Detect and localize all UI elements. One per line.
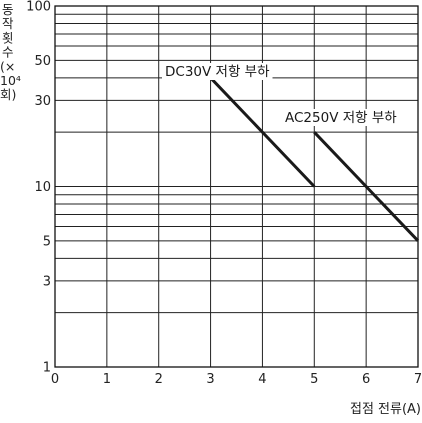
x-tick-label: 4 <box>258 372 266 387</box>
series-annotation: AC250V 저항 부하 <box>285 110 397 126</box>
y-tick-label: 1 <box>43 361 51 376</box>
y-axis-label: 동 작 횟 수 (× 10⁴ 회) <box>0 2 21 102</box>
x-tick-label: 6 <box>362 372 370 387</box>
series-line <box>209 76 316 188</box>
annotation-background <box>162 63 273 80</box>
x-tick-label: 5 <box>310 372 318 387</box>
y-tick-label: 3 <box>43 274 51 289</box>
y-tick-label: 30 <box>34 94 51 109</box>
y-tick-label: 50 <box>34 54 51 69</box>
y-axis-label-line: 횟 <box>2 30 14 45</box>
plot-frame <box>54 5 419 368</box>
y-axis-label-line: 10⁴ <box>0 73 21 88</box>
y-tick-label: 5 <box>43 234 51 249</box>
series-line <box>313 131 420 242</box>
series-annotation: DC30V 저항 부하 <box>165 64 270 80</box>
y-axis-label-line: 작 <box>2 16 14 31</box>
annotation-background <box>282 109 400 126</box>
x-tick-label: 0 <box>51 372 59 387</box>
y-axis-label-line: 회) <box>0 87 16 102</box>
annotations: DC30V 저항 부하 AC250V 저항 부하 <box>162 63 400 126</box>
x-axis-label: 접점 전류(A) <box>350 402 421 417</box>
y-tick-label: 100 <box>26 0 51 15</box>
x-tick-label: 3 <box>206 372 214 387</box>
x-tick-label: 7 <box>414 372 422 387</box>
y-axis-label-line: 수 <box>2 45 14 60</box>
y-axis-label-line: (× <box>0 59 15 74</box>
y-tick-label: 10 <box>34 180 51 195</box>
x-tick-label: 1 <box>103 372 111 387</box>
grid <box>54 5 419 368</box>
y-axis-label-line: 동 <box>2 2 14 17</box>
x-tick-label: 2 <box>155 372 163 387</box>
series-lines <box>209 76 420 242</box>
